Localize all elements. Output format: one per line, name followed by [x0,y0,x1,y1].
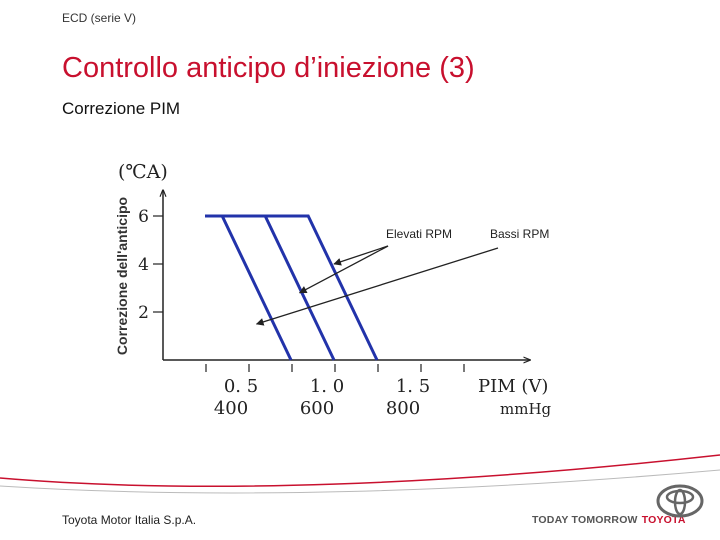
toyota-logo-icon [656,484,704,518]
x-tick-label: 1. 0 [310,376,344,397]
y-axis-label: Correzione dell'anticipo [114,197,130,355]
annotation-bassi-rpm: Bassi RPM [490,227,549,241]
annotation-arrow [333,245,389,266]
x-secondary-unit-label: mmHg [500,400,552,418]
x-secondary-tick-label: 600 [300,398,334,419]
x-tick-label: 1. 5 [396,376,430,397]
x-secondary-tick-label: 400 [214,398,248,419]
y-tick-label: 6 [138,207,149,227]
slide-subtitle: Correzione PIM [62,99,181,118]
annotation-arrow [298,245,389,294]
series-line-3 [205,214,379,361]
tagline-today-tomorrow: TODAY TOMORROW [532,514,638,526]
y-tick-label: 4 [138,255,149,275]
x-secondary-tick-label: 800 [386,398,420,419]
y-unit-label: (℃A) [118,161,168,183]
annotation-elevati-rpm: Elevati RPM [386,227,452,241]
x-tick-label: 0. 5 [224,376,258,397]
header-series: ECD (serie V) [62,11,137,25]
annotation-arrow [255,247,499,326]
slide-title: Controllo anticipo d’iniezione (3) [62,52,475,84]
footer-company: Toyota Motor Italia S.p.A. [62,513,197,527]
x-unit-label: PIM (V) [478,376,548,397]
y-tick-label: 2 [138,303,149,323]
